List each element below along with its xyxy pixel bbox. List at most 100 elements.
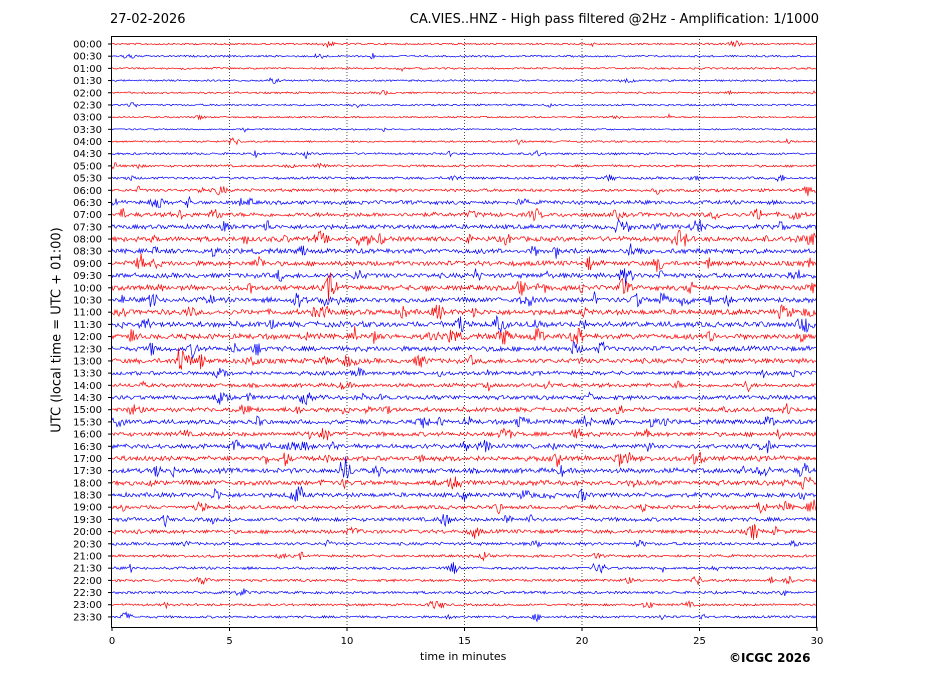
y-tick-label: 12:30 (73, 344, 102, 355)
y-tick-label: 10:00 (73, 283, 102, 294)
chart-title: CA.VIES..HNZ - High pass filtered @2Hz -… (409, 12, 819, 27)
y-tick-label: 01:00 (73, 64, 102, 75)
trace-0300 (111, 113, 818, 121)
trace-0530 (111, 174, 818, 183)
trace-2030 (111, 539, 818, 548)
x-tick-label: 15 (458, 636, 471, 647)
y-tick-label: 20:00 (73, 527, 102, 538)
trace-0430 (111, 150, 818, 159)
trace-0030 (111, 52, 818, 60)
y-tick-label: 07:00 (73, 210, 102, 221)
y-tick-label: 09:30 (73, 271, 102, 282)
trace-1200 (111, 326, 818, 345)
y-tick-label: 10:30 (73, 295, 102, 306)
y-tick-label: 19:30 (73, 515, 102, 526)
y-tick-label: 16:30 (73, 442, 102, 453)
trace-1700 (111, 451, 818, 468)
trace-0400 (111, 137, 818, 146)
y-tick-label: 08:30 (73, 247, 102, 258)
y-tick-label: 00:00 (73, 40, 102, 51)
trace-1400 (111, 380, 818, 393)
trace-1900 (111, 499, 818, 515)
y-tick-label: 06:00 (73, 186, 102, 197)
trace-0730 (111, 218, 818, 234)
y-tick-label: 02:00 (73, 88, 102, 99)
y-tick-label: 21:00 (73, 551, 102, 562)
trace-1830 (111, 486, 818, 502)
trace-1330 (111, 367, 817, 379)
y-tick-label: 19:00 (73, 503, 102, 514)
trace-0200 (111, 89, 818, 96)
y-tick-label: 18:30 (73, 491, 102, 502)
y-tick-label: 16:00 (73, 430, 102, 441)
trace-1030 (111, 291, 818, 308)
y-tick-label: 13:00 (73, 356, 102, 367)
y-tick-label: 00:30 (73, 52, 102, 63)
y-tick-label: 15:00 (73, 405, 102, 416)
trace-1300 (111, 347, 818, 370)
plot-frame (111, 36, 817, 628)
copyright-label: ©ICGC 2026 (729, 651, 811, 665)
trace-0800 (111, 229, 818, 247)
trace-0930 (111, 268, 818, 287)
trace-2200 (111, 575, 818, 586)
trace-0230 (111, 102, 818, 109)
trace-2000 (111, 523, 818, 540)
trace-1730 (111, 456, 818, 479)
trace-1930 (111, 513, 818, 528)
trace-0600 (111, 185, 818, 197)
vertical-gridlines (229, 36, 700, 627)
y-tick-label: 20:30 (73, 539, 102, 550)
x-tick-label: 5 (226, 636, 232, 647)
y-tick-label: 05:30 (73, 174, 102, 185)
trace-2300 (111, 600, 818, 610)
x-tick-label: 0 (109, 636, 115, 647)
trace-1130 (111, 314, 818, 333)
y-tick-label: 02:30 (73, 100, 102, 111)
trace-0500 (111, 162, 818, 170)
y-tick-label: 09:00 (73, 259, 102, 270)
y-tick-label: 08:00 (73, 235, 102, 246)
y-axis-label: UTC (local time = UTC + 01:00) (49, 227, 65, 433)
y-tick-label: 04:30 (73, 149, 102, 160)
y-tick-label: 23:00 (73, 600, 102, 611)
trace-1000 (111, 272, 818, 301)
trace-2130 (111, 562, 818, 575)
y-tick-label: 11:30 (73, 320, 102, 331)
trace-2230 (112, 588, 818, 597)
trace-1500 (111, 403, 818, 415)
trace-1800 (111, 476, 818, 491)
trace-1530 (111, 415, 818, 429)
trace-2100 (111, 551, 818, 561)
trace-0700 (111, 207, 818, 222)
y-tick-label: 01:30 (73, 76, 102, 87)
y-tick-label: 21:30 (73, 564, 102, 575)
x-tick-label: 10 (341, 636, 354, 647)
y-tick-label: 23:30 (73, 612, 102, 623)
trace-1600 (111, 427, 818, 441)
y-tick-label: 22:00 (73, 576, 102, 587)
trace-0000 (111, 40, 818, 48)
trace-2330 (111, 611, 818, 623)
trace-1100 (111, 303, 818, 320)
x-axis-ticks: 0 5 10 15 20 25 30 (109, 627, 824, 647)
y-tick-label: 14:00 (73, 381, 102, 392)
y-tick-label: 07:30 (73, 222, 102, 233)
y-tick-label: 15:30 (73, 417, 102, 428)
trace-1430 (111, 391, 818, 406)
y-tick-label: 13:30 (73, 369, 102, 380)
trace-1630 (111, 439, 818, 454)
x-axis-label: time in minutes (420, 650, 507, 663)
trace-0100 (111, 66, 818, 72)
trace-0130 (111, 77, 818, 84)
y-tick-label: 03:30 (73, 125, 102, 136)
trace-0900 (111, 253, 818, 272)
y-tick-label: 05:00 (73, 161, 102, 172)
x-tick-label: 20 (576, 636, 589, 647)
y-tick-label: 03:00 (73, 113, 102, 124)
x-tick-label: 30 (811, 636, 824, 647)
y-tick-label: 12:00 (73, 332, 102, 343)
y-tick-label: 06:30 (73, 198, 102, 209)
